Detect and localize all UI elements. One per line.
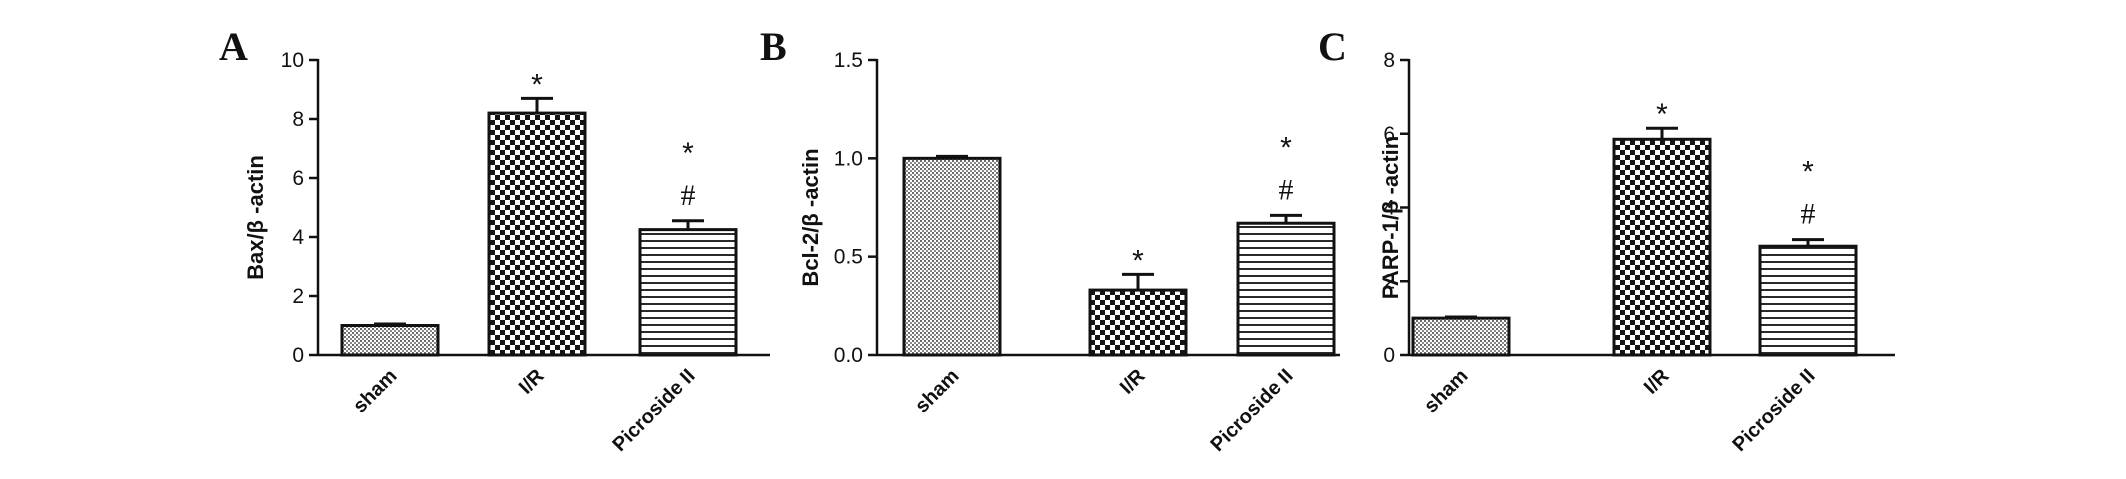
significance-star: * — [1280, 131, 1292, 164]
panel-letter: A — [219, 24, 248, 69]
bar-2 — [638, 228, 738, 357]
bar-1 — [487, 111, 587, 357]
x-category-label: I/R — [1640, 365, 1674, 399]
significance-hash: # — [1801, 198, 1816, 231]
x-category-label: I/R — [515, 365, 549, 399]
x-category-label: sham — [911, 365, 964, 418]
x-category-label: Picroside II — [609, 365, 700, 456]
significance-star: * — [1802, 156, 1814, 189]
bar-0 — [1411, 316, 1511, 357]
y-tick-label: 4 — [292, 226, 304, 249]
y-tick-label: 0.5 — [834, 246, 863, 269]
y-tick-label: 2 — [1383, 270, 1395, 293]
y-axis-label: Bcl-2/β -actin — [798, 148, 823, 286]
y-tick-label: 6 — [292, 167, 304, 190]
y-tick-label: 6 — [1383, 123, 1395, 146]
y-tick-label: 2 — [292, 285, 304, 308]
significance-star: * — [1132, 244, 1144, 277]
significance-star: * — [1656, 98, 1668, 131]
y-tick-label: 0.0 — [834, 344, 863, 367]
significance-star: * — [531, 68, 543, 101]
y-tick-label: 10 — [281, 49, 304, 72]
y-tick-label: 1.5 — [834, 49, 863, 72]
x-category-label: Picroside II — [1207, 365, 1298, 456]
bar-2 — [1758, 244, 1858, 357]
y-tick-label: 1.0 — [834, 147, 863, 170]
panel-letter: B — [760, 24, 787, 69]
panel-b: B 0.0 0.5 1.0 1.5 Bcl-2/β -actin sham * I/R * # Pic… — [760, 24, 1340, 456]
y-tick-label: 0 — [292, 344, 304, 367]
y-axis-label: Bax/β -actin — [243, 155, 268, 280]
x-category-label: sham — [349, 365, 402, 418]
panel-letter: C — [1318, 24, 1347, 69]
significance-star: * — [682, 137, 694, 170]
significance-hash: # — [681, 179, 696, 212]
panel-a: A 0 2 4 6 8 10 Bax/β -actin sham * I/R * # Picroside … — [219, 24, 770, 456]
y-tick-label: 8 — [292, 108, 304, 131]
bar-0 — [340, 324, 440, 357]
x-category-label: sham — [1420, 365, 1473, 418]
y-axis-label: PARP-1/β -actin — [1378, 136, 1403, 299]
significance-hash: # — [1279, 173, 1294, 206]
y-tick-label: 8 — [1383, 49, 1395, 72]
bar-1 — [1088, 288, 1188, 357]
bar-2 — [1236, 221, 1336, 357]
bar-0 — [902, 156, 1002, 357]
x-category-label: Picroside II — [1729, 365, 1820, 456]
x-category-label: I/R — [1116, 365, 1150, 399]
y-tick-label: 0 — [1383, 344, 1395, 367]
panel-c: C 0 2 4 6 8 PARP-1/β -actin sham * I/R * # Picroside… — [1318, 24, 1895, 456]
bar-1 — [1612, 137, 1712, 357]
y-tick-label: 4 — [1383, 197, 1395, 220]
